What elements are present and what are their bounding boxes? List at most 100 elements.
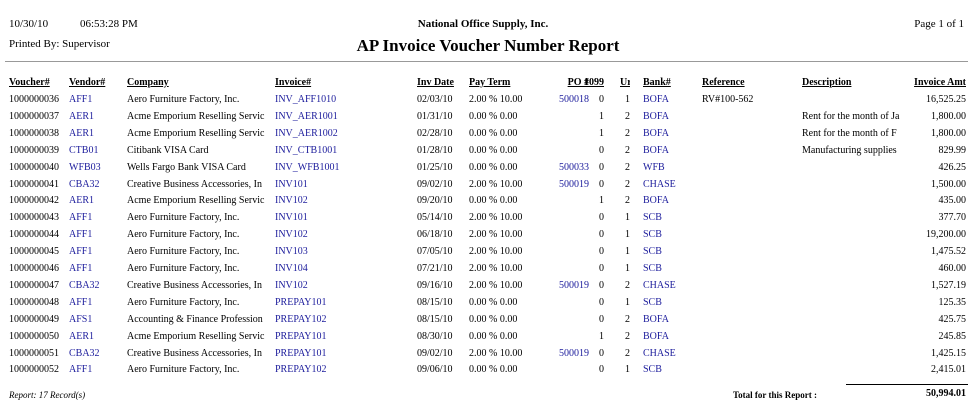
total-label: Total for this Report : <box>733 390 817 400</box>
cell-term: 2.00 % 10.00 <box>469 229 523 241</box>
cell-voucher: 1000000038 <box>9 127 59 139</box>
cell-date: 07/05/10 <box>417 246 453 258</box>
report-date: 10/30/10 <box>9 18 49 30</box>
cell-f1099: 0 <box>599 313 604 325</box>
total-rule <box>846 384 968 385</box>
cell-amt: 245.85 <box>938 330 967 342</box>
column-header: Inv Date <box>417 77 454 88</box>
cell-bank: WFB <box>643 161 665 173</box>
cell-vendor: CBA32 <box>69 347 100 359</box>
cell-po: 500019 <box>559 347 589 359</box>
cell-bank: SCB <box>643 263 662 274</box>
cell-term: 0.00 % 0.00 <box>469 313 518 325</box>
cell-company: Acme Emporium Reselling Servic <box>127 195 265 207</box>
cell-company: Aero Furniture Factory, Inc. <box>127 212 240 224</box>
cell-voucher: 1000000046 <box>9 263 59 274</box>
report-time: 06:53:28 PM <box>80 18 138 30</box>
cell-bank: SCB <box>643 229 662 241</box>
cell-f1099: 0 <box>599 263 604 274</box>
record-count: Report: 17 Record(s) <box>9 390 86 400</box>
cell-bank: SCB <box>643 296 662 308</box>
cell-f1099: 0 <box>599 347 604 359</box>
cell-voucher: 1000000044 <box>9 229 59 241</box>
cell-date: 08/15/10 <box>417 313 453 325</box>
cell-date: 02/28/10 <box>417 127 453 139</box>
cell-po: 500019 <box>559 279 589 291</box>
cell-invoice: INV_WFB1001 <box>275 161 340 173</box>
cell-company: Creative Business Accessories, In <box>127 178 262 190</box>
cell-term: 0.00 % 0.00 <box>469 296 518 308</box>
cell-bank: BOFA <box>643 330 669 342</box>
cell-date: 01/31/10 <box>417 110 453 122</box>
cell-urg: 1 <box>625 94 630 105</box>
cell-amt: 1,800.00 <box>931 127 966 139</box>
cell-term: 2.00 % 10.00 <box>469 279 523 291</box>
cell-date: 02/03/10 <box>417 94 453 105</box>
cell-company: Citibank VISA Card <box>127 144 209 156</box>
cell-vendor: AFF1 <box>69 94 93 105</box>
cell-date: 08/30/10 <box>417 330 453 342</box>
cell-invoice: PREPAY101 <box>275 330 327 342</box>
cell-vendor: AFF1 <box>69 246 93 258</box>
cell-invoice: PREPAY102 <box>275 313 327 325</box>
cell-f1099: 0 <box>599 94 604 105</box>
cell-bank: BOFA <box>643 110 669 122</box>
cell-f1099: 0 <box>599 279 604 291</box>
cell-bank: SCB <box>643 246 662 258</box>
cell-amt: 1,500.00 <box>931 178 966 190</box>
cell-amt: 460.00 <box>938 263 967 274</box>
cell-voucher: 1000000052 <box>9 364 59 376</box>
cell-invoice: INV_CTB1001 <box>275 144 338 156</box>
header-rule <box>5 61 968 62</box>
cell-urg: 2 <box>625 144 630 156</box>
cell-bank: BOFA <box>643 94 669 105</box>
cell-urg: 2 <box>625 347 630 359</box>
cell-f1099: 0 <box>599 144 604 156</box>
cell-desc: Manufacturing supplies <box>802 144 897 156</box>
cell-urg: 2 <box>625 195 630 207</box>
cell-voucher: 1000000048 <box>9 296 59 308</box>
cell-company: Aero Furniture Factory, Inc. <box>127 364 240 376</box>
cell-f1099: 1 <box>599 127 604 139</box>
cell-vendor: CBA32 <box>69 279 100 291</box>
cell-po: 500033 <box>559 161 589 173</box>
cell-bank: SCB <box>643 364 662 376</box>
cell-company: Creative Business Accessories, In <box>127 279 262 291</box>
cell-voucher: 1000000036 <box>9 94 59 105</box>
cell-date: 09/06/10 <box>417 364 453 376</box>
cell-company: Creative Business Accessories, In <box>127 347 262 359</box>
cell-voucher: 1000000050 <box>9 330 59 342</box>
printed-by: Printed By: Supervisor <box>9 38 110 50</box>
cell-urg: 1 <box>625 364 630 376</box>
column-header: Invoice# <box>275 77 312 88</box>
cell-vendor: AER1 <box>69 110 94 122</box>
cell-urg: 2 <box>625 330 630 342</box>
column-header: Description <box>802 77 852 88</box>
cell-vendor: AFF1 <box>69 296 93 308</box>
cell-amt: 16,525.25 <box>926 94 966 105</box>
cell-invoice: INV103 <box>275 246 308 258</box>
cell-date: 06/18/10 <box>417 229 453 241</box>
cell-urg: 2 <box>625 178 630 190</box>
column-header: Pay Term <box>469 77 511 88</box>
cell-vendor: CTB01 <box>69 144 99 156</box>
cell-term: 2.00 % 10.00 <box>469 347 523 359</box>
cell-voucher: 1000000049 <box>9 313 59 325</box>
cell-term: 2.00 % 10.00 <box>469 212 523 224</box>
cell-f1099: 1 <box>599 330 604 342</box>
cell-company: Acme Emporium Reselling Servic <box>127 127 265 139</box>
cell-term: 0.00 % 0.00 <box>469 195 518 207</box>
cell-vendor: AER1 <box>69 127 94 139</box>
column-header: PO # <box>567 77 589 88</box>
cell-urg: 1 <box>625 263 630 274</box>
cell-term: 0.00 % 0.00 <box>469 144 518 156</box>
cell-company: Aero Furniture Factory, Inc. <box>127 246 240 258</box>
cell-voucher: 1000000045 <box>9 246 59 258</box>
cell-term: 2.00 % 10.00 <box>469 94 523 105</box>
cell-vendor: AFF1 <box>69 229 93 241</box>
cell-f1099: 0 <box>599 229 604 241</box>
cell-vendor: CBA32 <box>69 178 100 190</box>
cell-f1099: 0 <box>599 178 604 190</box>
column-header: Reference <box>702 77 745 88</box>
report-title: AP Invoice Voucher Number Report <box>356 36 620 55</box>
